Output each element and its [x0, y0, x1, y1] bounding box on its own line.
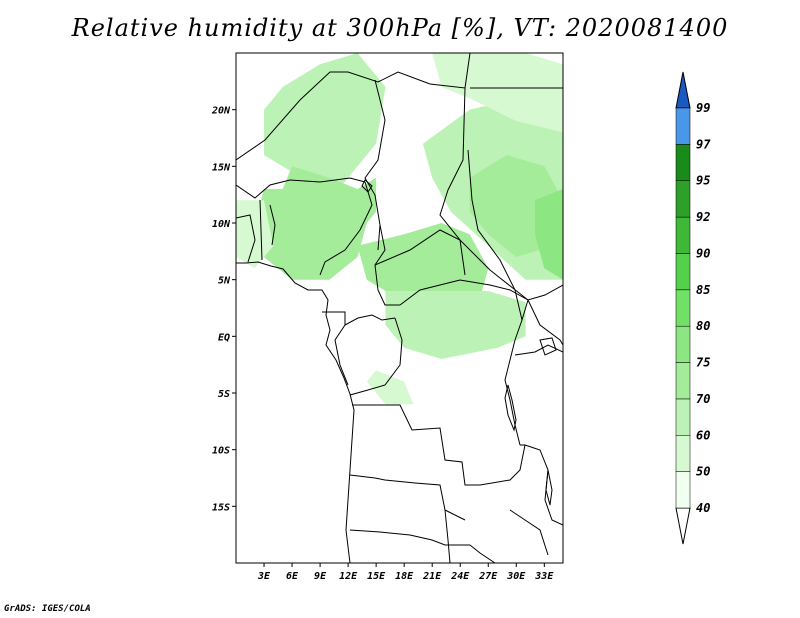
colorbar-label: 90: [696, 246, 710, 260]
lon-tick-label: 15E: [367, 571, 386, 582]
humidity-region-congo-north: [385, 291, 526, 359]
colorbar-bottom-arrow: [675, 507, 691, 545]
lat-tick-label: 15N: [212, 162, 231, 173]
lon-tick-label: 27E: [478, 571, 498, 582]
lon-tick-label: 30E: [506, 571, 526, 582]
colorbar-label: 99: [696, 101, 710, 115]
humidity-region-gabon-small: [366, 370, 414, 405]
border-zambia-drc: [479, 444, 526, 486]
border-south: [469, 544, 496, 563]
humidity-shading: [236, 53, 563, 405]
colorbar-label: 95: [696, 174, 710, 188]
lon-tick-label: 12E: [339, 571, 358, 582]
credit-label: GrADS: IGES/COLA: [4, 604, 91, 614]
border-zambia-botswana: [444, 509, 451, 563]
colorbar-label: 70: [696, 392, 710, 406]
country-borders: [236, 53, 563, 563]
lon-tick-label: 3E: [257, 571, 271, 582]
colorbar-segment: [675, 471, 691, 509]
lat-tick-label: 10N: [212, 219, 231, 230]
humidity-region-libya-patch: [432, 53, 563, 133]
border-chad-car: [374, 229, 501, 279]
lon-tick-label: 33E: [534, 571, 554, 582]
border-ghana: [236, 214, 256, 263]
lon-tick-label: 24E: [450, 571, 470, 582]
border-niger-nigeria: [236, 177, 366, 199]
border-north: [236, 53, 471, 161]
border-togo: [269, 204, 276, 246]
border-zimbabwe: [509, 509, 549, 556]
border-congo-drc: [349, 317, 403, 396]
colorbar-segment: [675, 144, 691, 181]
colorbar-label: 40: [696, 501, 710, 515]
colorbar-label: 75: [696, 356, 710, 370]
river-nile: [467, 149, 523, 321]
chart-title: Relative humidity at 300hPa [%], VT: 202…: [71, 14, 729, 42]
humidity-region-nigeria: [254, 189, 367, 280]
border-uganda: [527, 299, 563, 346]
colorbar-segment: [675, 362, 691, 400]
lake-victoria: [539, 337, 557, 356]
lon-tick-label: 21E: [422, 571, 442, 582]
lat-tick-label: 20N: [211, 106, 231, 117]
border-gabon-congo: [334, 324, 349, 386]
lat-tick-label: 5S: [218, 389, 230, 400]
border-drc-east: [504, 299, 529, 446]
lon-tick-label: 9E: [314, 571, 327, 582]
colorbar-segment: [675, 180, 691, 218]
lake-malawi: [545, 469, 553, 506]
colorbar-segment: [675, 107, 691, 145]
map-frame: [235, 52, 564, 564]
border-namibia: [349, 529, 470, 546]
colorbar-label: 92: [696, 210, 710, 224]
humidity-region-ethiopia-edge: [535, 189, 563, 280]
colorbar-top-arrow: [675, 71, 691, 109]
lat-tick-label: EQ: [218, 332, 230, 343]
border-cameroon-car: [374, 224, 400, 306]
lon-tick-label: 18E: [395, 571, 414, 582]
colorbar-segment: [675, 325, 691, 363]
border-car-drc: [399, 279, 529, 306]
lat-tick-label: 15S: [212, 502, 230, 513]
border-gabon-cameroon: [322, 311, 396, 326]
lon-ticks: 3E 6E 9E 12E 15E 18E 21E 24E 27E 30E 33E: [257, 563, 554, 582]
colorbar-label: 50: [696, 465, 710, 479]
lat-tick-label: 5N: [218, 276, 231, 287]
colorbar-label: 60: [696, 428, 710, 442]
border-chad-sudan: [439, 87, 466, 276]
colorbar-segment: [675, 398, 691, 436]
colorbar-segment: [675, 216, 691, 254]
humidity-region-sahel-west: [264, 53, 386, 189]
lon-tick-label: 6E: [286, 571, 299, 582]
colorbar-segment: [675, 253, 691, 291]
colorbar-segment: [675, 435, 691, 472]
lat-ticks: 20N 15N 10N 5N EQ 5S 10S 15S: [211, 106, 236, 513]
humidity-region-car-cameroon: [357, 223, 489, 303]
coastline: [236, 261, 355, 563]
lake-tanganyika: [504, 384, 517, 432]
colorbar-label: 80: [696, 319, 710, 333]
colorbar-label: 85: [696, 283, 710, 297]
colorbar: 40 50 60 70 75 80 85 90 92 95 97 99: [675, 71, 711, 545]
border-angola-drc: [352, 404, 480, 486]
lat-tick-label: 10S: [212, 446, 230, 457]
lake-chad: [361, 179, 373, 193]
border-benin: [259, 199, 263, 261]
colorbar-label: 97: [696, 137, 711, 151]
humidity-region-west-africa-tip: [236, 200, 274, 269]
colorbar-segment: [675, 289, 691, 327]
border-cameroon-nigeria: [319, 181, 373, 276]
